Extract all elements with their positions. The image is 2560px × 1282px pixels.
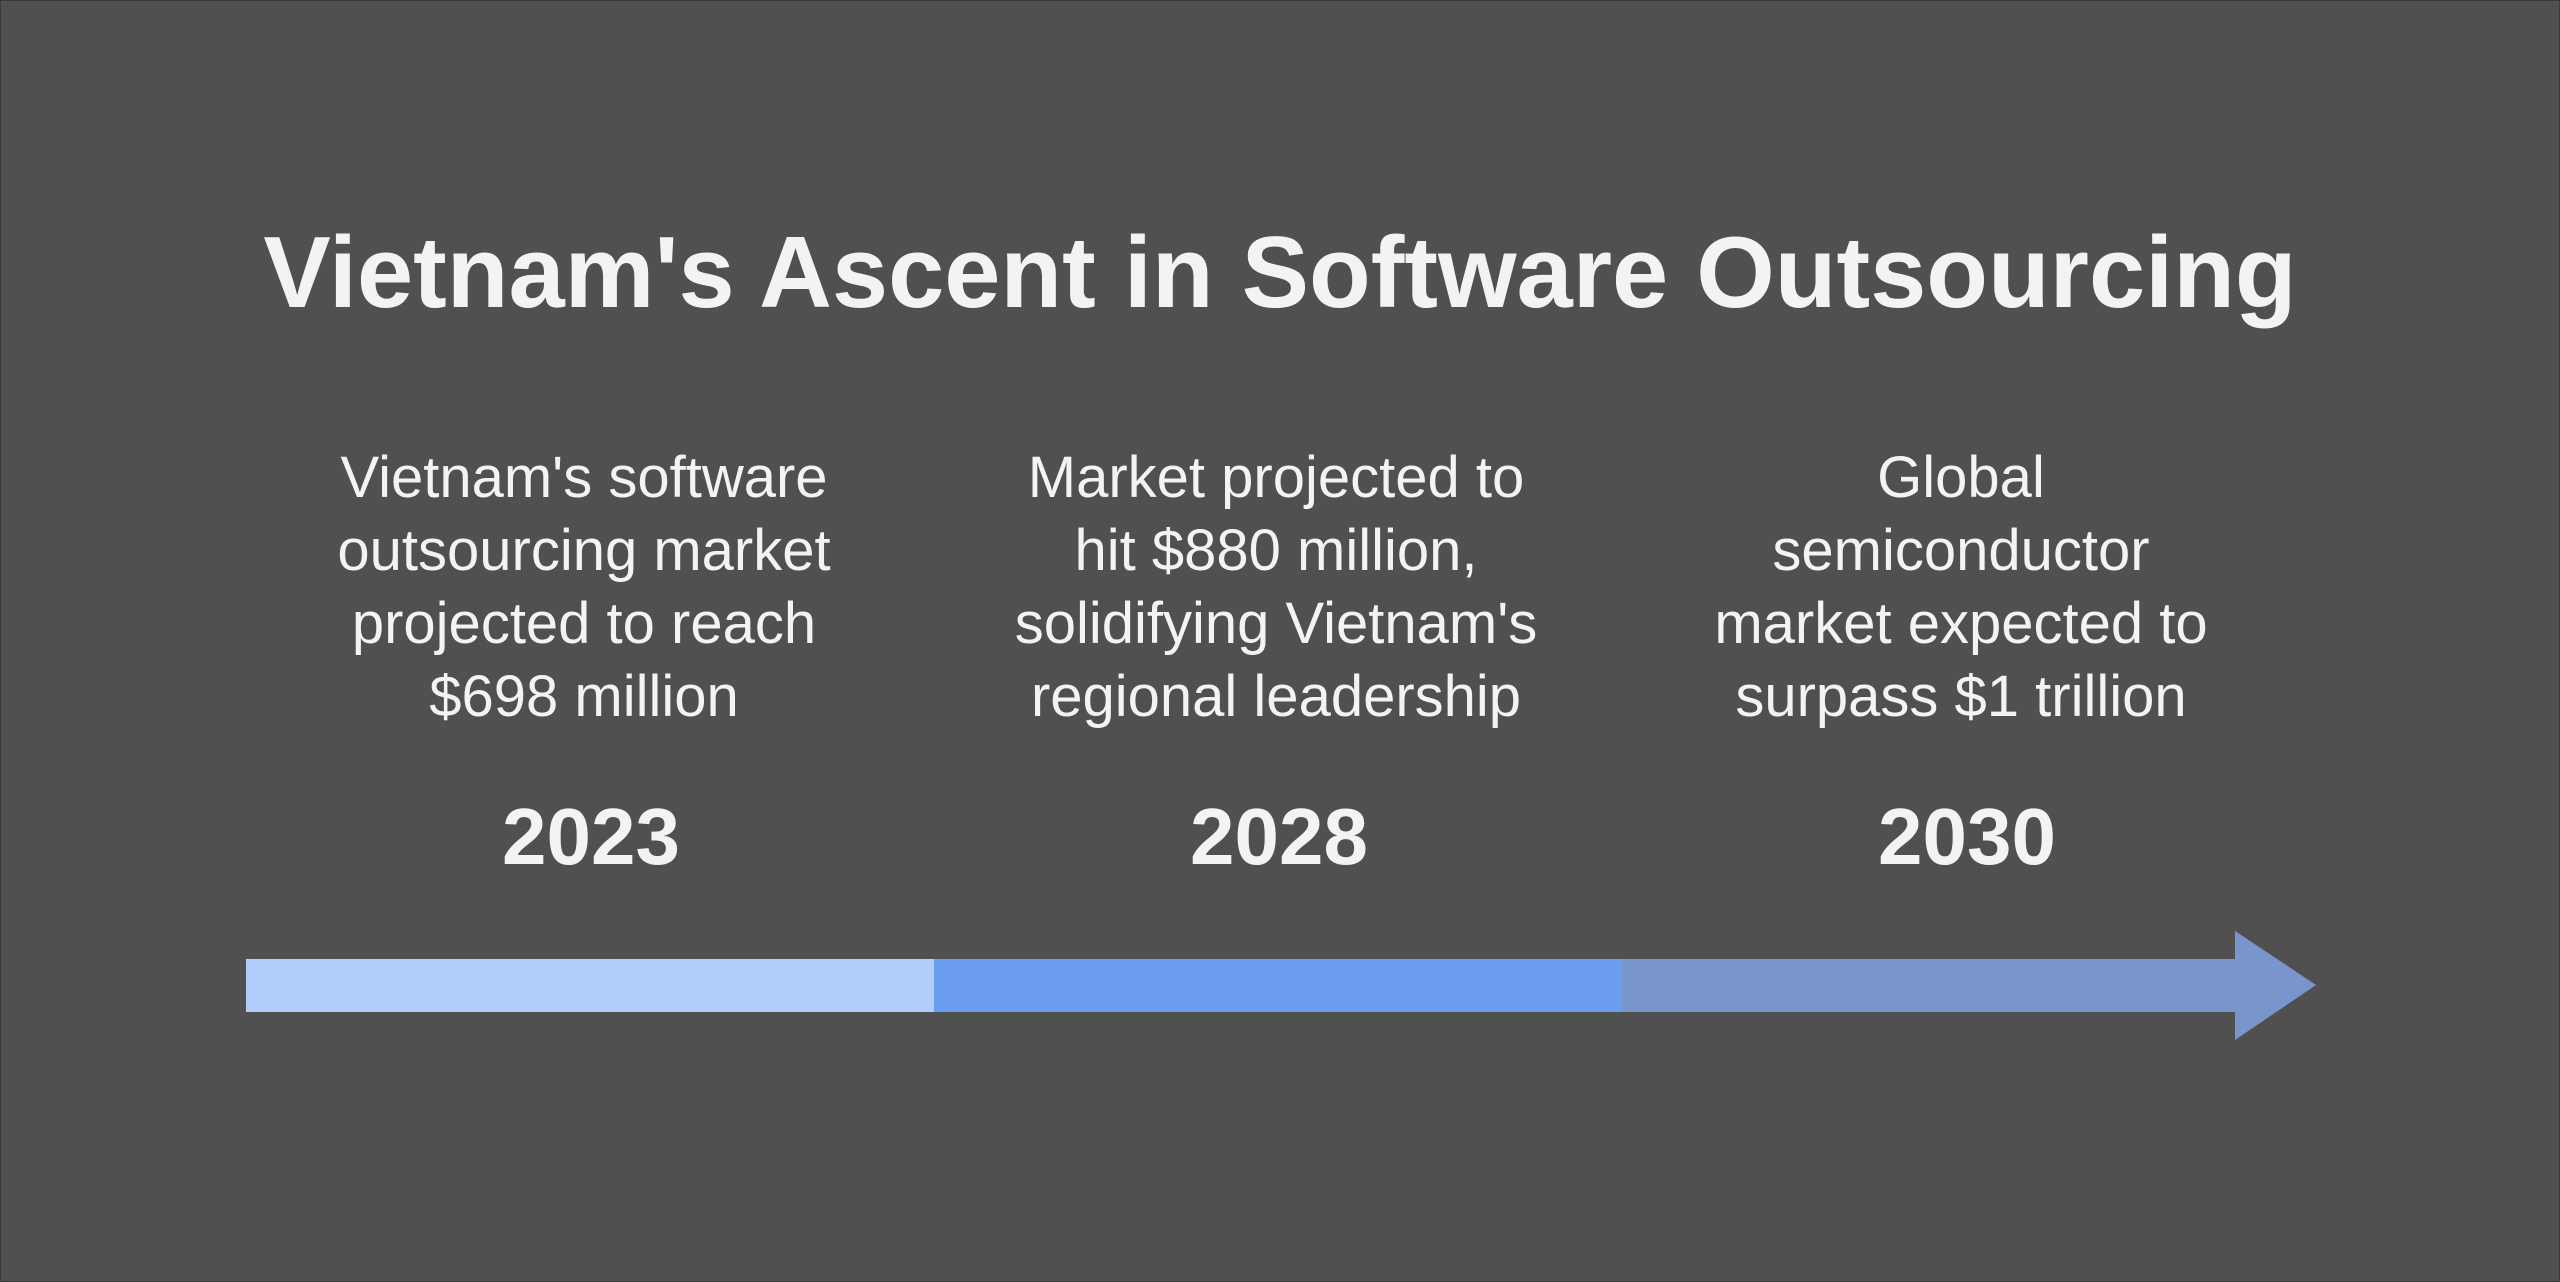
description-line: projected to reach	[351, 591, 817, 656]
description-line: outsourcing market	[337, 518, 831, 583]
timeline-segment-2023	[246, 959, 935, 1012]
timeline-segment-2030-arrowhead	[1622, 931, 2316, 1040]
description-line: hit $880 million,	[1074, 518, 1478, 583]
description-line: solidifying Vietnam's	[1014, 591, 1538, 656]
description-line: Market projected to	[1027, 445, 1525, 510]
description-line: $698 million	[429, 664, 739, 729]
description-line: semiconductor	[1772, 518, 2150, 583]
milestone-2028-year: 2028	[1190, 792, 1368, 881]
milestone-2028-description: Market projected to hit $880 million, so…	[956, 441, 1596, 733]
timeline-segment-2028	[934, 959, 1623, 1012]
description-line: Vietnam's software	[340, 445, 828, 510]
milestone-2023-year: 2023	[502, 792, 680, 881]
description-line: surpass $1 trillion	[1735, 664, 2187, 729]
milestone-2030-year: 2030	[1878, 792, 2056, 881]
description-line: Global	[1877, 445, 2045, 510]
description-line: regional leadership	[1030, 664, 1522, 729]
description-line: market expected to	[1714, 591, 2208, 656]
milestone-2030-description: Global semiconductor market expected to …	[1641, 441, 2281, 733]
slide-title: Vietnam's Ascent in Software Outsourcing	[263, 217, 2297, 329]
milestone-2023-description: Vietnam's software outsourcing market pr…	[264, 441, 904, 733]
